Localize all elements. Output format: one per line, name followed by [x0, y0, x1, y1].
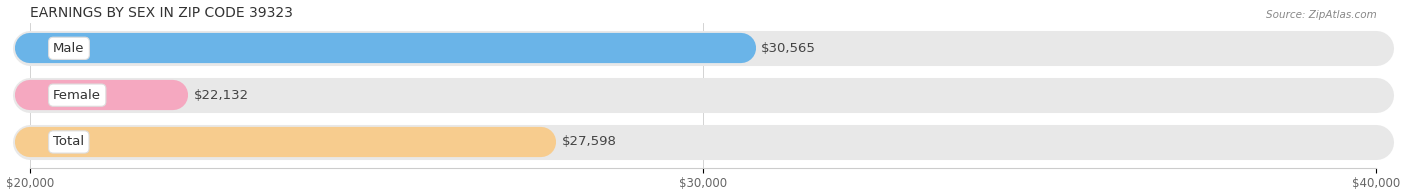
- Text: Male: Male: [53, 42, 84, 55]
- Text: $30,565: $30,565: [761, 42, 815, 55]
- Text: $27,598: $27,598: [561, 135, 616, 149]
- Text: EARNINGS BY SEX IN ZIP CODE 39323: EARNINGS BY SEX IN ZIP CODE 39323: [30, 6, 292, 20]
- Text: Total: Total: [53, 135, 84, 149]
- Text: Source: ZipAtlas.com: Source: ZipAtlas.com: [1265, 10, 1376, 20]
- Text: $22,132: $22,132: [194, 89, 249, 102]
- Text: Female: Female: [53, 89, 101, 102]
